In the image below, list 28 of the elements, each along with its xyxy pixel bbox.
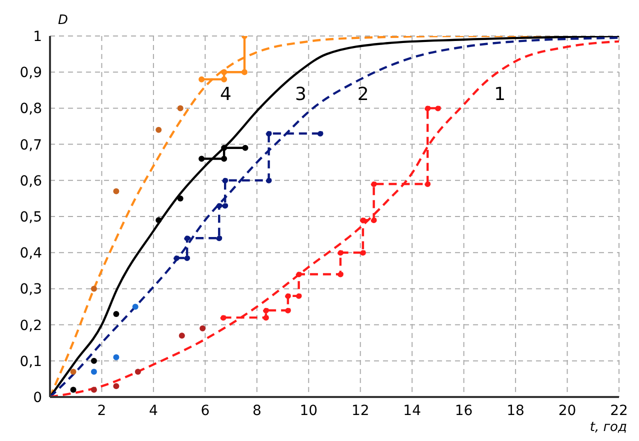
x-tick-label: 2 (97, 402, 106, 419)
series-label: 2 (357, 84, 369, 106)
y-tick-label: 0,6 (20, 173, 42, 190)
x-tick-label: 22 (610, 402, 628, 419)
series-label: 3 (295, 84, 306, 106)
series-label: 1 (494, 84, 506, 106)
y-tick-label: 0,8 (20, 101, 42, 118)
x-tick-label: 12 (351, 402, 370, 419)
series-label: 4 (220, 84, 232, 106)
y-tick-label: 0,1 (20, 354, 42, 370)
x-tick-label: 14 (403, 402, 422, 419)
y-tick-label: 0,9 (20, 65, 42, 82)
x-tick-label: 10 (300, 402, 318, 419)
y-tick-label: 0,5 (20, 209, 42, 226)
y-tick-label: 1 (33, 28, 42, 45)
x-tick-label: 6 (200, 402, 210, 419)
y-tick-label: 0,4 (20, 246, 42, 262)
y-tick-label: 0 (33, 390, 42, 406)
x-tick-label: 8 (252, 402, 262, 419)
y-tick-label: 0,7 (20, 137, 42, 154)
y-tick-label: 0,2 (20, 318, 42, 334)
y-axis-title: D (58, 13, 68, 28)
x-tick-label: 18 (506, 402, 524, 419)
x-axis-title: t, год (590, 420, 628, 435)
x-tick-label: 20 (558, 402, 576, 419)
x-tick-label: 16 (454, 402, 473, 419)
x-tick-label: 4 (148, 402, 158, 419)
y-tick-label: 0,3 (20, 282, 42, 298)
